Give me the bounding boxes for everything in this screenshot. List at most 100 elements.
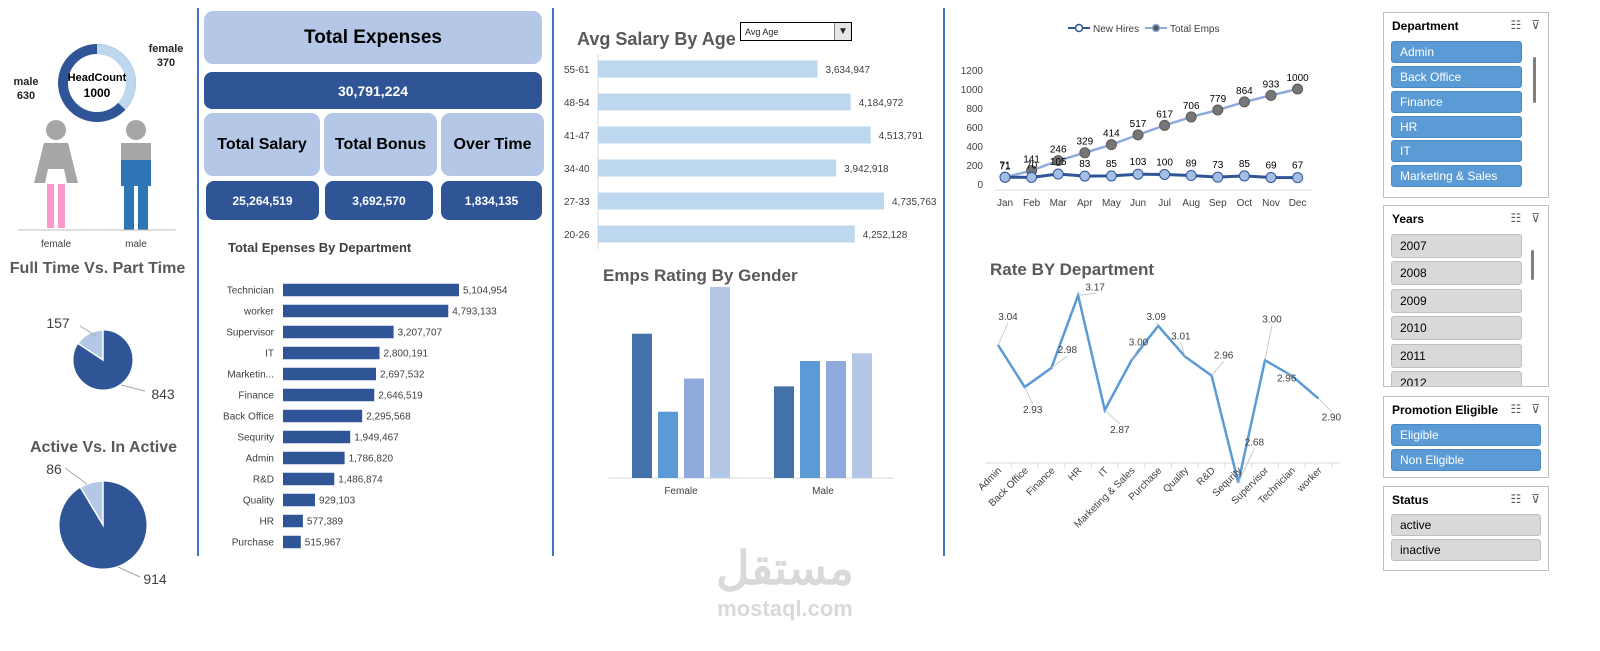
- rate-label-leader: [1051, 355, 1068, 369]
- rating-bar: [800, 361, 820, 478]
- headcount-male-label: male: [13, 76, 38, 88]
- total-emps-point: [1079, 147, 1091, 159]
- total-bonus-value: 3,692,570: [325, 181, 433, 220]
- rate-label-leader: [1264, 325, 1273, 361]
- department-slicer-item[interactable]: IT: [1391, 140, 1522, 162]
- dept-expense-label: 2,800,191: [384, 349, 429, 360]
- new-hires-point: [1159, 169, 1171, 180]
- active-pie: [58, 480, 148, 570]
- x-tick-label: Sep: [1209, 198, 1227, 209]
- department-scrollbar[interactable]: [1533, 57, 1536, 103]
- left-panel: HeadCount 1000 male 630 female 370 femal…: [13, 43, 184, 587]
- rate-label-leader: [1237, 448, 1255, 483]
- rating-bar: [852, 353, 872, 478]
- fulltime-part-leader: [79, 325, 97, 337]
- x-tick-label: Aug: [1182, 198, 1200, 209]
- years-slicer-item[interactable]: 2007: [1391, 234, 1522, 258]
- age-salary-bar: [598, 60, 818, 78]
- years-scrollbar[interactable]: [1531, 250, 1534, 280]
- legend-label: New Hires: [1093, 24, 1139, 35]
- new-hires-label: 83: [1079, 159, 1091, 170]
- dept-expense-bar: [283, 493, 316, 507]
- multi-select-icon[interactable]: ☷: [1510, 18, 1522, 32]
- rating-bar: [658, 411, 678, 478]
- rate-data-label: 3.00: [1262, 314, 1282, 325]
- years-slicer-item[interactable]: 2008: [1391, 261, 1522, 285]
- department-slicer-item[interactable]: Marketing & Sales: [1391, 165, 1522, 187]
- rate-category-label: worker: [1295, 465, 1325, 495]
- headcount-donut: [58, 44, 136, 122]
- department-slicer-item[interactable]: HR: [1391, 116, 1522, 138]
- status-slicer-item[interactable]: active: [1391, 514, 1541, 536]
- x-tick-label: Oct: [1237, 198, 1253, 209]
- new-hires-label: 105: [1050, 157, 1067, 168]
- promotion-slicer-item[interactable]: Eligible: [1391, 424, 1541, 446]
- age-salary-bar: [598, 93, 851, 111]
- rate-category-label: Quality: [1161, 465, 1191, 495]
- total-emps-point: [1292, 83, 1304, 95]
- department-slicer-item[interactable]: Admin: [1391, 41, 1522, 63]
- years-slicer-item[interactable]: 2010: [1391, 316, 1522, 340]
- clear-filter-icon[interactable]: ⊽: [1531, 18, 1540, 32]
- clear-filter-icon[interactable]: ⊽: [1531, 492, 1540, 506]
- age-category-label: 41-47: [564, 131, 590, 142]
- rate-data-label: 3.17: [1085, 282, 1105, 293]
- headcount-female-label: female: [149, 43, 184, 55]
- new-hires-label: 71: [999, 160, 1011, 171]
- multi-select-icon[interactable]: ☷: [1510, 402, 1522, 416]
- new-hires-point: [1105, 170, 1117, 182]
- department-slicer-item[interactable]: Back Office: [1391, 66, 1522, 88]
- y-tick-label: 0: [977, 180, 983, 191]
- dept-category-label: Finance: [238, 391, 274, 402]
- multi-select-icon[interactable]: ☷: [1510, 211, 1522, 225]
- status-slicer-item[interactable]: inactive: [1391, 539, 1541, 561]
- clear-filter-icon[interactable]: ⊽: [1531, 402, 1540, 416]
- age-salary-bar: [598, 225, 855, 243]
- active-title: Active Vs. In Active: [29, 439, 178, 456]
- years-slicer-item[interactable]: 2011: [1391, 344, 1522, 368]
- fulltime-title: Full Time Vs. Part Time: [9, 260, 186, 277]
- multi-select-icon[interactable]: ☷: [1510, 492, 1522, 506]
- dept-expense-label: 577,389: [307, 517, 344, 528]
- dept-expense-bar: [283, 409, 363, 423]
- new-hires-point: [1132, 168, 1144, 180]
- dept-category-label: Technician: [227, 286, 274, 297]
- rate-category-label: R&D: [1195, 465, 1218, 488]
- total-emps-point: [1238, 96, 1250, 108]
- rate-data-label: 3.04: [998, 312, 1018, 323]
- x-tick-label: Dec: [1289, 198, 1307, 209]
- new-hires-point: [1185, 170, 1197, 182]
- department-slicer-item[interactable]: Finance: [1391, 91, 1522, 113]
- part-time-slice: [76, 329, 104, 362]
- legend-marker: [1151, 23, 1161, 33]
- years-slicer-item[interactable]: 2009: [1391, 289, 1522, 313]
- dept-expense-label: 515,967: [305, 538, 342, 549]
- years-slicer-item[interactable]: 2012: [1391, 371, 1522, 386]
- new-hires-line: [1004, 172, 1298, 180]
- rating-bar: [684, 378, 704, 478]
- x-tick-label: Mar: [1050, 198, 1068, 209]
- promotion-slicer-item[interactable]: Non Eligible: [1391, 449, 1541, 471]
- rate-by-dept-chart: Rate BY Department 3.04 2.93 2.98 3.17 2.87 3…: [976, 260, 1341, 531]
- new-hires-label: 67: [1292, 161, 1304, 172]
- rate-data-label: 3.09: [1146, 312, 1166, 323]
- total-emps-label: 71: [999, 161, 1011, 172]
- separator-3: [943, 8, 945, 556]
- new-hires-label: 73: [1212, 160, 1224, 171]
- dept-expense-label: 2,697,532: [380, 370, 425, 381]
- rating-bar: [826, 361, 846, 478]
- chevron-down-icon[interactable]: ▼: [834, 23, 851, 40]
- dept-expense-bar: [283, 346, 380, 360]
- rating-bar: [774, 386, 794, 478]
- overtime-header: Over Time: [441, 113, 544, 176]
- total-emps-point: [1052, 155, 1064, 167]
- dept-expenses-title: Total Epenses By Department: [228, 240, 412, 255]
- x-tick-label: May: [1102, 198, 1121, 209]
- years-slicer-title: Years: [1392, 212, 1425, 226]
- age-salary-bar: [598, 126, 871, 144]
- age-filter-dropdown[interactable]: Avg Age ▼: [740, 22, 852, 41]
- rate-data-label: 3.01: [1171, 331, 1191, 342]
- clear-filter-icon[interactable]: ⊽: [1531, 211, 1540, 225]
- promotion-slicer-title: Promotion Eligible: [1392, 403, 1499, 417]
- age-category-label: 48-54: [564, 98, 590, 109]
